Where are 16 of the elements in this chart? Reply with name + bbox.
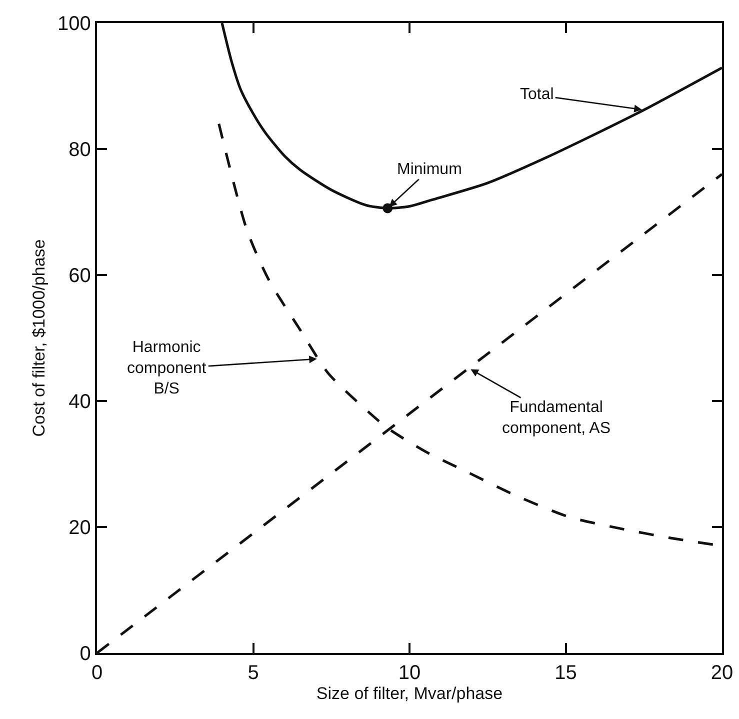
annotation: Minimum (397, 161, 462, 178)
x-tick-label: 10 (398, 662, 421, 684)
y-tick-label: 100 (58, 13, 91, 35)
y-tick-label: 60 (68, 265, 91, 287)
annotation: Fundamental component, AS (502, 399, 611, 437)
x-tick-label: 15 (554, 662, 577, 684)
y-axis-title: Cost of filter, $1000/phase (30, 239, 49, 437)
x-tick-label: 5 (248, 662, 259, 684)
y-tick-label: 80 (68, 139, 91, 161)
y-tick-label: 20 (68, 517, 91, 539)
annotation: Harmonic component B/S (127, 339, 207, 398)
y-tick-label: 40 (68, 391, 91, 413)
x-tick-label: 20 (710, 662, 734, 684)
y-tick-label: 0 (80, 643, 91, 665)
annotation: Total (520, 86, 554, 103)
x-axis-title: Size of filter, Mvar/phase (316, 684, 503, 704)
